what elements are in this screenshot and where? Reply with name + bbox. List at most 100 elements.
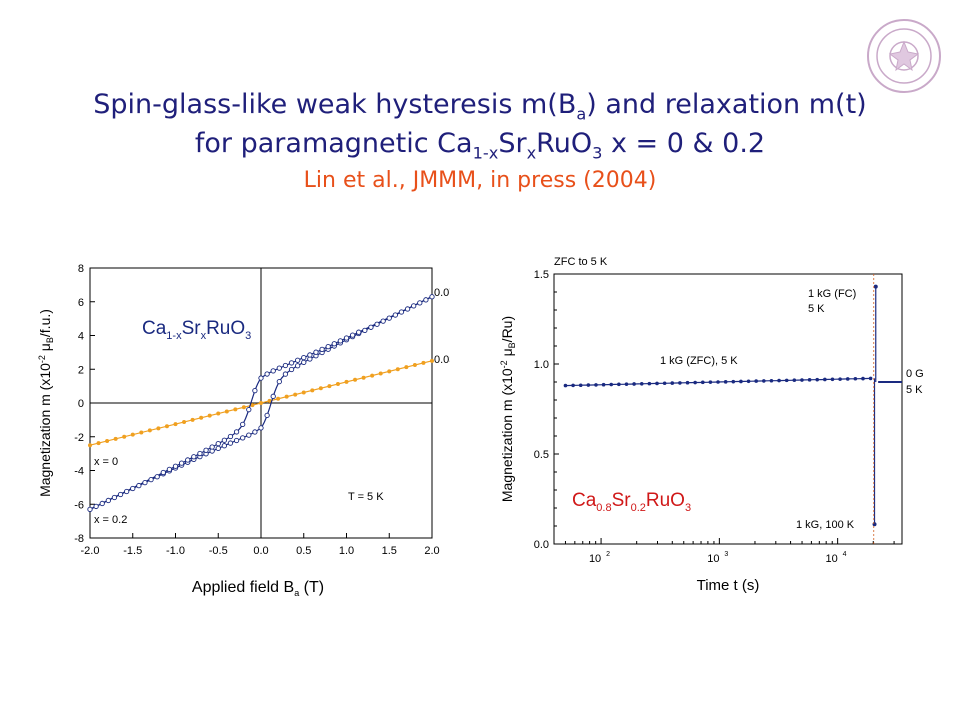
x-tick-exponent: 3 (724, 551, 728, 558)
series-x02-point (209, 444, 215, 450)
series-x02-point (233, 429, 240, 435)
series-x02-point (258, 425, 264, 431)
x-tick-label: 10 (589, 553, 601, 565)
series-x0-point (293, 392, 298, 397)
annotation-fc-1: 1 kG (FC) (808, 288, 856, 300)
series-x02-point (227, 440, 234, 446)
series-x0-point (199, 415, 204, 420)
series-x02-point (294, 363, 301, 369)
series-x02-point (301, 354, 307, 361)
series-x02-point (99, 500, 105, 507)
series-x02-point (105, 497, 111, 504)
series-x02-point (301, 359, 307, 365)
series-x0-point (190, 417, 195, 422)
series-x0-point (387, 369, 392, 374)
series-x02-point (117, 491, 124, 498)
series-x02-point (282, 362, 289, 369)
zfc-line (565, 377, 871, 387)
hysteresis-chart: -2.0 -1.5 -1.0 -0.5 0.0 0.5 1.0 1.5 2.0 -8 -6 -4 -2 0… (37, 263, 450, 598)
series-x0-point (310, 388, 315, 393)
y-tick-label: -6 (74, 499, 84, 511)
y-tick-label: 1.5 (534, 269, 549, 281)
x-tick-label: 2.0 (424, 545, 439, 557)
series-x0-point (284, 394, 289, 399)
series-x02-point (404, 306, 411, 312)
series-x0-point (207, 413, 212, 418)
y-axis-label: Magnetization m (x10-2 μB/Ru) (499, 316, 517, 502)
series-x02-point (252, 429, 258, 435)
series-x02-point (411, 303, 417, 309)
series-x02-point (398, 309, 405, 315)
x-tick-label: -1.5 (123, 545, 142, 557)
series-x02-point (240, 421, 246, 428)
y-tick-label: 2 (78, 364, 84, 376)
series-x0-point (113, 436, 118, 441)
series-x0-point (250, 403, 255, 408)
series-x02-point (325, 343, 331, 350)
relaxation-chart: 0.0 0.5 1.0 1.5 10 2 10 3 10 4 Magnetization m (x… (499, 256, 924, 594)
x-tick-label: -2.0 (81, 545, 100, 557)
x-axis-label: Applied field Ba (T) (192, 579, 324, 598)
series-x02-point (349, 332, 356, 338)
series-x0-point (412, 363, 417, 368)
annotation-slope-high: 0.07 μB (434, 287, 450, 301)
fc-spike-point (873, 284, 878, 289)
series-x0-point (147, 428, 152, 433)
series-x0-point (327, 384, 332, 389)
series-x02-point (246, 407, 252, 413)
university-seal-icon (867, 19, 941, 93)
series-x0-point (182, 419, 187, 424)
y-tick-label: 0 (78, 398, 84, 410)
series-x02-point (368, 324, 374, 330)
x-tick-label: -1.0 (166, 545, 185, 557)
y-tick-label: 1.0 (534, 359, 549, 371)
annotation-zero-1: 0 G (906, 368, 924, 380)
series-x02-point (233, 437, 240, 444)
series-x02-point (276, 365, 282, 371)
series-x0-point (370, 373, 375, 378)
annotation-temp: T = 5 K (348, 491, 384, 503)
series-x02-point (319, 346, 325, 353)
series-x02-point (343, 335, 350, 341)
annotation-fc-2: 5 K (808, 303, 825, 315)
series-x02-point (142, 479, 148, 486)
annotation-hot: 1 kG, 100 K (796, 519, 855, 531)
series-x02-point (276, 378, 282, 385)
x-tick-label: 10 (826, 553, 838, 565)
series-x02-point (221, 437, 228, 443)
series-x02-point (386, 315, 392, 321)
series-x0-point (361, 375, 366, 380)
plot-frame (553, 273, 903, 545)
series-x02-point (221, 443, 228, 449)
series-x0-point (139, 430, 144, 435)
x-tick-label: -0.5 (209, 545, 228, 557)
slide-title-line1: Spin-glass-like weak hysteresis m(Ba) an… (93, 89, 867, 124)
series-x02-point (136, 482, 142, 489)
series-x02-point (123, 488, 130, 495)
series-x02-point (130, 485, 136, 492)
slide-title-line2: for paramagnetic Ca1-xSrxRuO3 x = 0 & 0.… (194, 128, 766, 163)
series-x02-point (258, 375, 264, 381)
compound-label: Ca1-xSrxRuO3 (142, 318, 251, 342)
series-x0-point (267, 398, 272, 403)
series-x0-point (421, 360, 426, 365)
x-tick-exponent: 4 (843, 551, 847, 558)
zfc-point (563, 383, 568, 388)
series-x0-point (259, 401, 263, 405)
series-x0-point (122, 434, 127, 439)
series-x02-point (362, 327, 368, 334)
series-x02-point (191, 454, 197, 460)
series-x0-point (164, 424, 169, 429)
annotation-zero-2: 5 K (906, 384, 923, 396)
y-tick-label: -4 (74, 466, 84, 478)
series-x0-point (395, 367, 400, 372)
series-x02-point (240, 435, 246, 441)
series-x0-point (224, 409, 229, 414)
series-x0-point (276, 396, 281, 401)
hot-point (872, 522, 877, 527)
x-tick-label: 1.5 (382, 545, 397, 557)
series-x02-point (215, 441, 221, 447)
series-x02-point (252, 387, 258, 394)
series-x02-point (270, 393, 276, 399)
series-x02-point (429, 294, 435, 300)
